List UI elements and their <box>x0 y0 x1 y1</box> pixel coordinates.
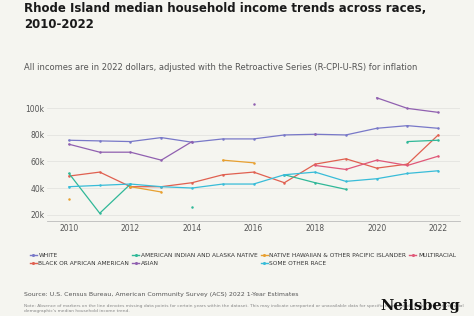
WHITE <box>343 133 349 137</box>
BLACK OR AFRICAN AMERICAN <box>405 162 410 166</box>
SOME OTHER RACE <box>282 173 287 177</box>
SOME OTHER RACE <box>312 170 318 174</box>
WHITE <box>189 140 195 144</box>
Text: All incomes are in 2022 dollars, adjusted with the Retroactive Series (R-CPI-U-R: All incomes are in 2022 dollars, adjuste… <box>24 63 417 72</box>
Line: ASIAN: ASIAN <box>68 140 193 161</box>
AMERICAN INDIAN AND ALASKA NATIVE <box>97 211 102 215</box>
ASIAN <box>189 140 195 143</box>
WHITE <box>128 140 133 143</box>
SOME OTHER RACE <box>405 172 410 175</box>
WHITE <box>251 137 256 141</box>
WHITE <box>158 136 164 139</box>
Line: SOME OTHER RACE: SOME OTHER RACE <box>68 169 439 189</box>
Line: AMERICAN INDIAN AND ALASKA NATIVE: AMERICAN INDIAN AND ALASKA NATIVE <box>68 172 132 215</box>
WHITE <box>97 139 102 143</box>
SOME OTHER RACE <box>66 185 72 189</box>
BLACK OR AFRICAN AMERICAN <box>128 185 133 189</box>
BLACK OR AFRICAN AMERICAN <box>436 133 441 137</box>
Text: Source: U.S. Census Bureau, American Community Survey (ACS) 2022 1-Year Estimate: Source: U.S. Census Bureau, American Com… <box>24 292 298 297</box>
BLACK OR AFRICAN AMERICAN <box>66 174 72 178</box>
AMERICAN INDIAN AND ALASKA NATIVE <box>66 172 72 175</box>
Line: MULTIRACIAL: MULTIRACIAL <box>314 155 439 171</box>
WHITE <box>66 138 72 142</box>
Text: Rhode Island median household income trends across races,
2010-2022: Rhode Island median household income tre… <box>24 2 426 31</box>
Line: WHITE: WHITE <box>68 125 439 143</box>
WHITE <box>282 133 287 137</box>
BLACK OR AFRICAN AMERICAN <box>312 162 318 166</box>
MULTIRACIAL <box>312 164 318 167</box>
WHITE <box>220 137 226 141</box>
BLACK OR AFRICAN AMERICAN <box>158 185 164 189</box>
ASIAN <box>66 142 72 146</box>
MULTIRACIAL <box>405 164 410 167</box>
BLACK OR AFRICAN AMERICAN <box>343 157 349 161</box>
ASIAN <box>158 158 164 162</box>
BLACK OR AFRICAN AMERICAN <box>97 170 102 174</box>
BLACK OR AFRICAN AMERICAN <box>220 173 226 177</box>
BLACK OR AFRICAN AMERICAN <box>374 166 380 170</box>
Text: Note: Absence of markers on the line denotes missing data points for certain yea: Note: Absence of markers on the line den… <box>24 304 464 313</box>
SOME OTHER RACE <box>343 179 349 183</box>
ASIAN <box>97 150 102 154</box>
SOME OTHER RACE <box>158 185 164 189</box>
Legend: WHITE, BLACK OR AFRICAN AMERICAN, AMERICAN INDIAN AND ALASKA NATIVE, ASIAN, NATI: WHITE, BLACK OR AFRICAN AMERICAN, AMERIC… <box>30 253 456 266</box>
SOME OTHER RACE <box>374 177 380 181</box>
SOME OTHER RACE <box>97 184 102 187</box>
Text: Neilsberg: Neilsberg <box>380 299 460 313</box>
SOME OTHER RACE <box>220 182 226 186</box>
WHITE <box>436 126 441 130</box>
BLACK OR AFRICAN AMERICAN <box>189 181 195 185</box>
AMERICAN INDIAN AND ALASKA NATIVE <box>128 182 133 186</box>
MULTIRACIAL <box>343 167 349 171</box>
BLACK OR AFRICAN AMERICAN <box>282 181 287 185</box>
SOME OTHER RACE <box>251 182 256 186</box>
SOME OTHER RACE <box>436 169 441 173</box>
MULTIRACIAL <box>436 154 441 158</box>
MULTIRACIAL <box>374 158 380 162</box>
SOME OTHER RACE <box>189 186 195 190</box>
WHITE <box>374 126 380 130</box>
Line: BLACK OR AFRICAN AMERICAN: BLACK OR AFRICAN AMERICAN <box>68 134 439 188</box>
BLACK OR AFRICAN AMERICAN <box>251 170 256 174</box>
WHITE <box>312 132 318 136</box>
ASIAN <box>128 150 133 154</box>
SOME OTHER RACE <box>128 182 133 186</box>
WHITE <box>405 124 410 128</box>
